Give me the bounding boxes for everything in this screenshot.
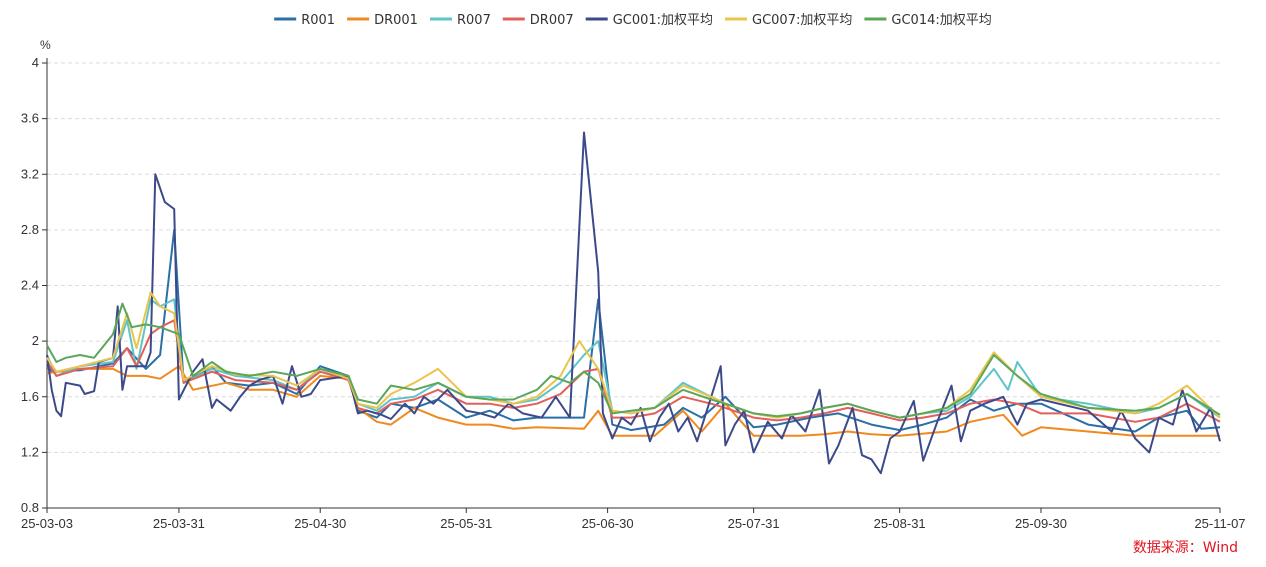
x-tick-label: 25-09-30: [1015, 516, 1067, 531]
legend-item[interactable]: GC007:加权平均: [725, 12, 852, 28]
y-tick-label: 3.2: [21, 166, 39, 181]
series-line: [46, 228, 1221, 433]
data-source-note: 数据来源：Wind: [1132, 540, 1238, 556]
chart-legend: R001 DR001 R007 DR007 GC001:加权平均 GC007:加权平均 GC…: [274, 12, 992, 28]
legend-label: R001: [301, 13, 335, 28]
legend-item[interactable]: DR007: [502, 13, 574, 28]
y-tick-label: 1.2: [21, 444, 39, 459]
legend-item[interactable]: R001: [274, 13, 335, 28]
y-tick-label: 4: [32, 55, 39, 70]
series-line: [46, 291, 1221, 419]
x-tick-label: 25-03-31: [153, 516, 205, 531]
y-tick-label: 0.8: [21, 500, 39, 515]
x-tick-label: 25-03-03: [21, 516, 73, 531]
axes: 0.8 1.2 1.6 2 2.4 2.8 3.2 3.6 4 25-03-03 25-03-31 2…: [21, 55, 1246, 531]
y-tick-label: 1.6: [21, 389, 39, 404]
legend-label: DR001: [374, 13, 418, 28]
legend-label: GC007:加权平均: [752, 12, 852, 28]
y-axis-unit-label: %: [40, 38, 51, 52]
legend-label: DR007: [530, 13, 574, 28]
legend-label: R007: [457, 13, 491, 28]
series-line: [46, 302, 1221, 419]
y-tick-label: 3.6: [21, 111, 39, 126]
legend-item[interactable]: GC001:加权平均: [585, 12, 713, 28]
y-tick-label: 2.4: [21, 278, 39, 293]
y-tick-label: 2.8: [21, 222, 39, 237]
x-tick-label: 25-05-31: [440, 516, 492, 531]
legend-item[interactable]: GC014:加权平均: [864, 12, 992, 28]
x-tick-label: 25-04-30: [294, 516, 346, 531]
series-line: [46, 131, 1221, 475]
legend-label: GC014:加权平均: [891, 12, 991, 28]
series-lines: [46, 131, 1221, 475]
x-tick-label: 25-07-31: [728, 516, 780, 531]
x-tick-label: 25-06-30: [582, 516, 634, 531]
x-tick-label: 25-11-07: [1194, 516, 1245, 531]
legend-label: GC001:加权平均: [613, 12, 713, 28]
y-tick-label: 2: [32, 333, 39, 348]
x-tick-label: 25-08-31: [874, 516, 926, 531]
series-line: [46, 365, 1220, 437]
legend-item[interactable]: R007: [430, 13, 491, 28]
legend-item[interactable]: DR001: [347, 13, 418, 28]
